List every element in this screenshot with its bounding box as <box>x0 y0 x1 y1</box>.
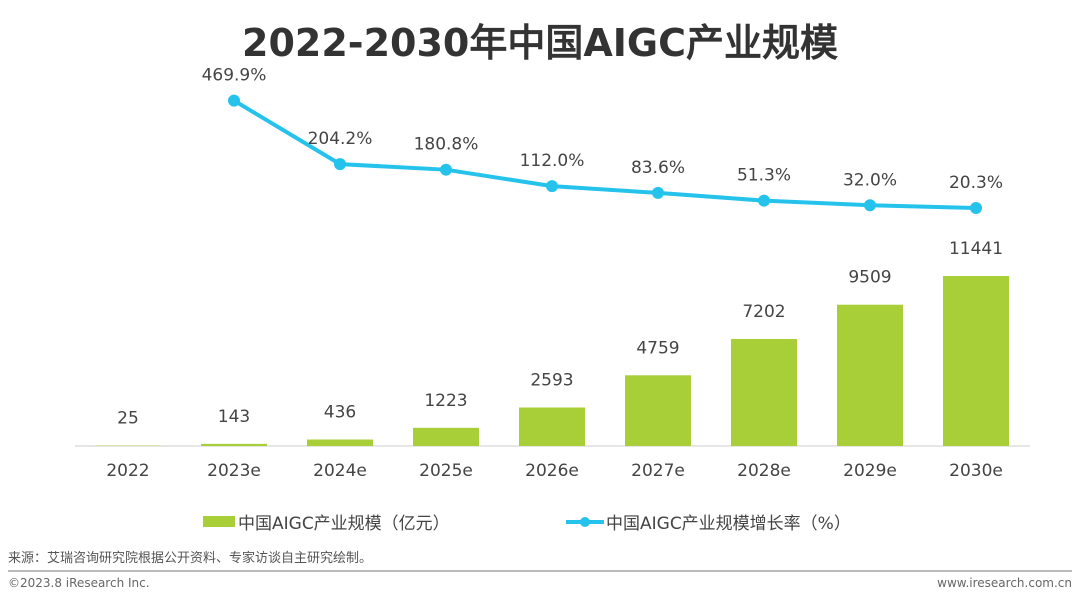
bar-label: 143 <box>218 407 250 427</box>
x-tick-label: 2029e <box>843 461 897 481</box>
legend-item-bar: 中国AIGC产业规模（亿元） <box>203 509 450 534</box>
growth-point <box>652 186 664 199</box>
x-tick-label: 2027e <box>631 461 685 481</box>
legend-bar-label: 中国AIGC产业规模（亿元） <box>238 514 450 534</box>
legend-bar-swatch <box>203 516 235 527</box>
growth-label: 180.8% <box>414 135 479 155</box>
bar-label: 2593 <box>530 370 573 390</box>
bar <box>519 407 585 446</box>
growth-point <box>758 194 770 207</box>
bar-label: 11441 <box>949 239 1003 259</box>
growth-point <box>440 163 452 176</box>
x-tick-label: 2024e <box>313 461 367 481</box>
growth-point <box>334 158 346 171</box>
x-tick-label: 2023e <box>207 461 261 481</box>
chart-title: 2022-2030年中国AIGC产业规模 <box>242 21 838 65</box>
bar <box>837 304 903 446</box>
legend-line-swatch <box>566 516 604 527</box>
copyright: ©2023.8 iResearch Inc. <box>8 576 150 590</box>
x-tick-label: 2028e <box>737 461 791 481</box>
bar-label: 7202 <box>742 302 785 322</box>
website-link[interactable]: www.iresearch.com.cn <box>937 576 1072 590</box>
growth-point <box>864 199 876 212</box>
growth-label: 469.9% <box>202 66 267 86</box>
growth-point <box>970 202 982 215</box>
x-tick-label: 2026e <box>525 461 579 481</box>
bar-label: 25 <box>117 409 139 429</box>
growth-point <box>546 180 558 193</box>
growth-label: 32.0% <box>843 170 897 190</box>
bar <box>201 443 267 446</box>
growth-label: 51.3% <box>737 166 791 186</box>
bar <box>413 427 479 446</box>
legend-line-label: 中国AIGC产业规模增长率（%） <box>606 514 851 534</box>
growth-point <box>228 94 240 107</box>
x-tick-label: 2022 <box>106 461 149 481</box>
bar <box>731 338 797 446</box>
bar-label: 4759 <box>636 338 679 358</box>
bar-label: 1223 <box>424 391 467 411</box>
bar-label: 9509 <box>848 268 891 288</box>
bar <box>943 276 1009 446</box>
growth-label: 204.2% <box>308 129 373 149</box>
bar-label: 436 <box>324 403 356 423</box>
legend-item-line: 中国AIGC产业规模增长率（%） <box>566 509 851 534</box>
x-tick-label: 2025e <box>419 461 473 481</box>
divider <box>8 570 1072 572</box>
x-tick-label: 2030e <box>949 461 1003 481</box>
bar <box>625 375 691 446</box>
growth-label: 20.3% <box>949 173 1003 193</box>
growth-label: 112.0% <box>520 151 585 171</box>
source-note: 来源：艾瑞咨询研究院根据公开资料、专家访谈自主研究绘制。 <box>8 551 373 566</box>
bar <box>307 439 373 446</box>
growth-line <box>232 98 977 211</box>
growth-label: 83.6% <box>631 158 685 178</box>
